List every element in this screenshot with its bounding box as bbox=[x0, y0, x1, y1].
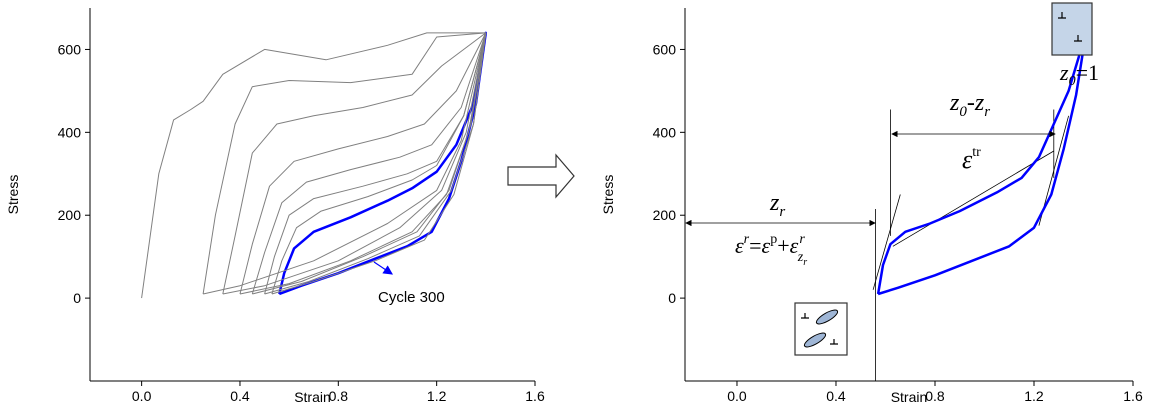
x-tick-label: 0.0 bbox=[132, 388, 152, 404]
y-axis-title: Stress bbox=[5, 175, 21, 215]
series-line bbox=[239, 32, 487, 295]
x-axis-title: Strain bbox=[891, 389, 928, 405]
series-line bbox=[271, 32, 487, 295]
series-line bbox=[251, 32, 487, 295]
x-tick-label: 1.6 bbox=[525, 388, 545, 404]
x-tick-label: 1.2 bbox=[1024, 388, 1044, 404]
x-tick-label: 0.8 bbox=[329, 388, 349, 404]
series-line bbox=[202, 32, 487, 295]
annotation: z0-zr bbox=[949, 90, 990, 120]
icon bbox=[794, 302, 848, 356]
x-tick-label: 0.4 bbox=[826, 388, 846, 404]
y-tick-label: 0 bbox=[668, 290, 676, 306]
series-line bbox=[872, 194, 901, 290]
y-tick-label: 600 bbox=[653, 41, 677, 57]
x-tick-label: 0.4 bbox=[230, 388, 250, 404]
series-line bbox=[876, 31, 1088, 296]
series-line bbox=[264, 32, 487, 295]
y-tick-label: 200 bbox=[653, 207, 677, 223]
x-tick-label: 0.8 bbox=[925, 388, 945, 404]
series-line bbox=[222, 32, 487, 295]
annotation: z0=1 bbox=[1059, 60, 1099, 89]
annotation: εtr bbox=[962, 145, 981, 174]
series-line bbox=[141, 32, 486, 299]
y-tick-label: 0 bbox=[73, 290, 81, 306]
y-tick-label: 200 bbox=[58, 207, 82, 223]
x-axis-title: Strain bbox=[294, 389, 331, 405]
y-tick-label: 600 bbox=[58, 41, 82, 57]
x-tick-label: 0.0 bbox=[727, 388, 747, 404]
icon bbox=[1051, 2, 1093, 56]
transition-arrow bbox=[507, 153, 575, 199]
series-line bbox=[278, 31, 488, 296]
annotation-arrow bbox=[373, 261, 393, 275]
x-tick-label: 1.6 bbox=[1123, 388, 1143, 404]
x-tick-label: 1.2 bbox=[427, 388, 447, 404]
annotation: Cycle 300 bbox=[378, 289, 445, 306]
annotation: zr bbox=[769, 190, 785, 220]
series-line bbox=[892, 150, 1055, 247]
y-axis-title: Stress bbox=[600, 175, 616, 215]
y-tick-label: 400 bbox=[58, 124, 82, 140]
y-tick-label: 400 bbox=[653, 124, 677, 140]
annotation: εr=εp+εr zr bbox=[735, 232, 807, 268]
